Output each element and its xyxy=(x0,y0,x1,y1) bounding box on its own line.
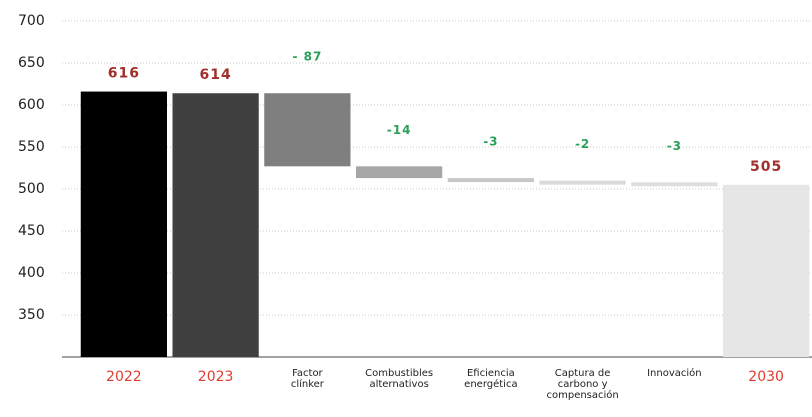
value-label: 616 xyxy=(108,66,140,82)
bar xyxy=(539,180,626,185)
bar xyxy=(172,93,259,358)
y-tick-label: 600 xyxy=(18,97,45,113)
y-tick-label: 400 xyxy=(18,265,45,281)
y-tick-label: 650 xyxy=(18,55,45,71)
value-label: -14 xyxy=(387,123,412,137)
bar xyxy=(723,184,810,357)
value-label: - 87 xyxy=(292,50,322,64)
value-label: -3 xyxy=(483,135,498,149)
bar xyxy=(80,91,167,357)
bar xyxy=(264,93,351,167)
y-tick-label: 350 xyxy=(18,307,45,323)
y-tick-label: 500 xyxy=(18,181,45,197)
bar xyxy=(447,178,534,183)
x-tick-label: Factor clínker xyxy=(291,368,325,390)
y-tick-label: 700 xyxy=(18,13,45,29)
x-tick-label: Innovación xyxy=(647,367,702,379)
x-tick-label: Eficiencia energética xyxy=(464,368,517,390)
x-tick-label: 2030 xyxy=(748,369,784,385)
x-tick-label: 2023 xyxy=(198,369,234,385)
x-tick-label: Captura de carbono y compensación xyxy=(546,368,618,401)
bar xyxy=(631,182,718,187)
y-tick-label: 550 xyxy=(18,139,45,155)
y-tick-label: 450 xyxy=(18,223,45,239)
bar xyxy=(356,166,443,179)
value-label: -2 xyxy=(575,137,590,151)
x-tick-label: 2022 xyxy=(106,369,142,385)
x-tick-label: Combustibles alternativos xyxy=(365,368,433,390)
value-label: -3 xyxy=(667,139,682,153)
value-label: 505 xyxy=(750,159,782,175)
value-label: 614 xyxy=(200,67,232,83)
